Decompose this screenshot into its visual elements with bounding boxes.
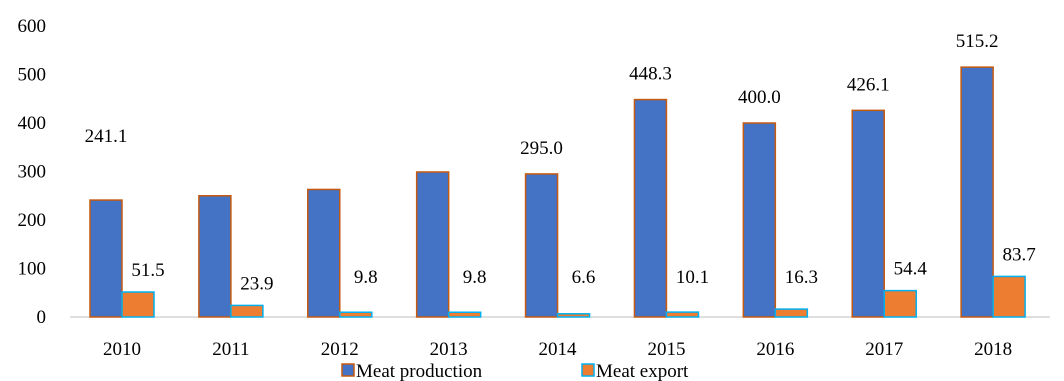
data-label-export: 16.3 [785,267,818,288]
x-tick-label: 2012 [321,339,359,360]
y-tick-label: 200 [18,210,47,231]
legend-meat-export-label: Meat export [596,361,689,381]
y-axis: 0 100 200 300 400 500 600 [18,16,47,328]
data-label-production: 400.0 [738,87,781,108]
bar-meat-production [742,122,777,318]
data-label-production: 295.0 [520,138,563,159]
data-label-export: 23.9 [240,273,273,294]
x-axis: 2010 2011 2012 2013 2014 2015 2016 2017 2018 [103,339,1012,360]
x-tick-label: 2014 [539,339,578,360]
data-label-export: 10.1 [676,267,709,288]
data-labels: 241.1 295.0 448.3 400.0 426.1 515.2 51.5 23.9 9.… [85,31,1036,294]
x-tick-label: 2017 [865,339,903,360]
data-label-export: 83.7 [1002,244,1035,265]
x-tick-label: 2010 [103,339,141,360]
legend: Meat production Meat export [341,361,689,381]
bar-meat-export [774,308,809,318]
bar-meat-production [89,199,123,318]
bars [89,66,1026,318]
x-tick-label: 2018 [974,339,1012,360]
legend-meat-production-swatch [341,363,355,377]
data-label-export: 54.4 [894,259,928,280]
bar-meat-export [992,275,1026,318]
bar-meat-export [883,289,917,318]
bar-meat-export [447,311,482,318]
bar-meat-production [198,195,232,318]
bar-meat-export [121,291,155,318]
y-tick-label: 300 [18,162,47,183]
bar-meat-production [524,173,559,318]
bar-meat-production [633,98,668,318]
x-tick-label: 2013 [430,339,468,360]
bar-meat-export [230,304,264,318]
bar-meat-export [339,311,373,318]
x-tick-label: 2016 [756,339,794,360]
y-tick-label: 0 [37,307,47,328]
bar-meat-production [307,188,341,318]
data-label-export: 51.5 [131,260,164,281]
data-label-production: 426.1 [847,74,890,95]
legend-meat-production-label: Meat production [356,361,483,381]
data-label-export: 9.8 [354,267,378,288]
bar-meat-export [556,313,591,318]
bar-meat-production [851,109,885,318]
x-tick-label: 2015 [647,339,685,360]
x-tick-label: 2011 [212,339,249,360]
data-label-export: 9.8 [463,267,487,288]
data-label-export: 6.6 [572,267,596,288]
legend-meat-export-swatch [581,363,595,377]
data-label-production: 448.3 [629,64,672,85]
y-tick-label: 400 [18,113,47,134]
bar-meat-production [960,66,994,318]
bar-meat-export [665,311,700,318]
y-tick-label: 100 [18,259,47,280]
y-tick-label: 600 [18,16,47,37]
bar-meat-production [415,171,450,318]
y-tick-label: 500 [18,65,47,86]
data-label-production: 515.2 [956,31,999,52]
data-label-production: 241.1 [85,126,128,147]
